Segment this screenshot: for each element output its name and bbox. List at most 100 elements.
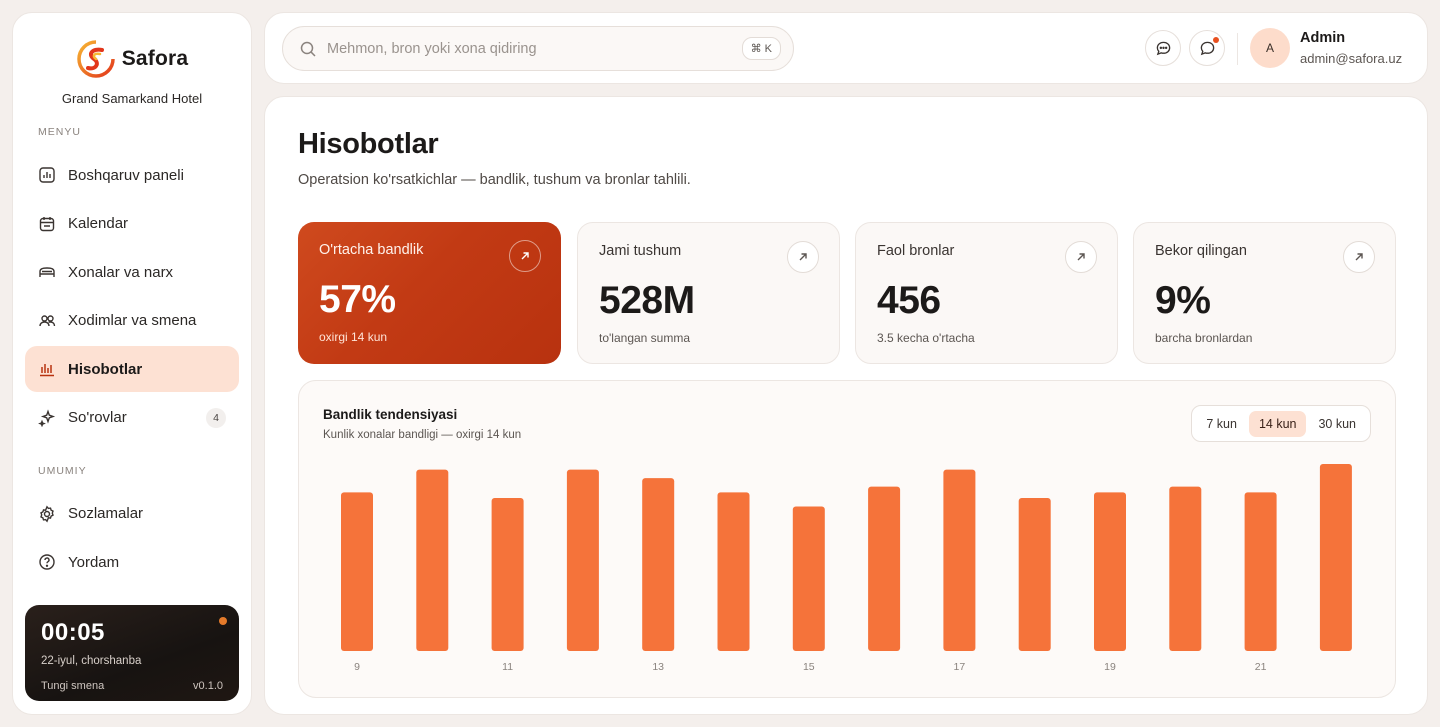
kpi-card-active-bookings[interactable]: Faol bronlar 456 3.5 kecha o'rtacha — [855, 222, 1118, 364]
kpi-note: oxirgi 14 kun — [319, 330, 388, 344]
page-subtitle: Operatsion ko'rsatkichlar — bandlik, tus… — [298, 172, 691, 188]
sidebar-item-label: Hisobotlar — [68, 360, 143, 378]
clock-card: 00:05 22-iyul, chorshanba Tungi smena v0… — [25, 605, 239, 701]
search-input[interactable] — [327, 40, 742, 57]
sidebar-item-calendar[interactable]: Kalendar — [25, 201, 239, 247]
chart-bar[interactable] — [341, 492, 373, 651]
chart-bar[interactable] — [1094, 492, 1126, 651]
sidebar-item-reports[interactable]: Hisobotlar — [25, 346, 239, 392]
chart-bar[interactable] — [566, 469, 599, 651]
x-tick-label: 17 — [954, 661, 966, 673]
kpi-note: 3.5 kecha o'rtacha — [877, 331, 975, 345]
kpi-card-occupancy[interactable]: O'rtacha bandlik 57% oxirgi 14 kun — [298, 222, 561, 364]
sparkle-icon — [38, 408, 56, 427]
range-selector: 7 kun 14 kun 30 kun — [1191, 405, 1371, 442]
kpi-card-revenue[interactable]: Jami tushum 528M to'langan summa — [577, 222, 840, 364]
arrow-up-right-icon[interactable] — [1343, 241, 1375, 273]
main-panel: Hisobotlar Operatsion ko'rsatkichlar — b… — [264, 96, 1428, 715]
kpi-card-cancelled[interactable]: Bekor qilingan 9% barcha bronlardan — [1133, 222, 1396, 364]
chart-bar[interactable] — [868, 486, 901, 651]
dashboard-icon — [38, 166, 56, 184]
x-tick-label: 21 — [1255, 661, 1267, 673]
range-30-days[interactable]: 30 kun — [1318, 416, 1356, 431]
users-icon — [38, 312, 56, 330]
gear-icon — [38, 504, 56, 523]
x-tick-label: 13 — [652, 661, 664, 673]
sidebar-item-label: So'rovlar — [68, 409, 127, 426]
bed-icon — [38, 263, 56, 281]
version-label: v0.1.0 — [193, 680, 223, 692]
x-tick-label: 9 — [354, 661, 360, 673]
general-nav: Sozlamalar Yordam — [13, 491, 251, 586]
bar-chart-icon — [38, 360, 56, 378]
menu-section-label: MENYU — [38, 126, 81, 138]
arrow-up-right-icon[interactable] — [787, 241, 819, 273]
sidebar-item-requests[interactable]: So'rovlar 4 — [25, 395, 239, 441]
calendar-icon — [38, 215, 56, 233]
sidebar-item-rooms[interactable]: Xonalar va narx — [25, 249, 239, 295]
sidebar-item-dashboard[interactable]: Boshqaruv paneli — [25, 152, 239, 198]
sidebar-item-label: Kalendar — [68, 215, 129, 232]
avatar[interactable]: A — [1250, 28, 1290, 68]
sidebar-item-label: Boshqaruv paneli — [68, 166, 184, 184]
shortcut-hint: ⌘ K — [741, 37, 781, 60]
arrow-up-right-icon[interactable] — [1065, 241, 1097, 273]
kpi-value: 57% — [319, 278, 396, 321]
safora-logo-icon — [76, 40, 115, 78]
brand-name: Safora — [121, 47, 189, 70]
kpi-value: 456 — [877, 279, 941, 322]
chart-bar[interactable] — [1319, 464, 1352, 651]
sidebar-item-settings[interactable]: Sozlamalar — [25, 491, 239, 537]
chart-bar[interactable] — [717, 492, 750, 651]
kpi-note: barcha bronlardan — [1155, 331, 1253, 345]
x-tick-label: 15 — [803, 661, 815, 673]
occupancy-bar-chart: 9 11 13 15 17 19 21 — [341, 464, 1352, 673]
arrow-up-right-icon[interactable] — [509, 240, 541, 272]
notifications-button[interactable] — [1189, 30, 1225, 66]
sidebar: Safora Grand Samarkand Hotel MENYU Boshq… — [12, 12, 252, 715]
topbar-divider — [1237, 33, 1238, 65]
hotel-name: Grand Samarkand Hotel — [61, 91, 203, 106]
x-tick-label: 19 — [1104, 661, 1116, 673]
topbar: ⌘ K A Admin admin@safora.uz — [264, 12, 1428, 84]
chart-bar[interactable] — [416, 469, 449, 651]
chart-bar[interactable] — [1169, 486, 1202, 651]
sidebar-item-label: Yordam — [68, 553, 120, 571]
brand[interactable]: Safora — [13, 39, 251, 79]
kpi-value: 528M — [599, 279, 695, 322]
chat-icon — [1156, 41, 1170, 55]
general-section-label: UMUMIY — [38, 464, 87, 477]
sidebar-item-label: Xodimlar va smena — [68, 312, 197, 329]
notification-dot — [1213, 37, 1219, 43]
chart-bar[interactable] — [491, 498, 524, 651]
status-dot — [219, 617, 227, 625]
user-name[interactable]: Admin — [1300, 30, 1346, 46]
user-email: admin@safora.uz — [1300, 51, 1403, 66]
sidebar-item-staff[interactable]: Xodimlar va smena — [25, 298, 239, 344]
x-tick-label: 11 — [502, 661, 513, 673]
kpi-label: Bekor qilingan — [1155, 243, 1247, 259]
kpi-note: to'langan summa — [599, 331, 691, 345]
clock-time: 00:05 — [41, 619, 105, 646]
range-14-days[interactable]: 14 kun — [1248, 410, 1307, 437]
requests-count-badge: 4 — [206, 407, 226, 428]
range-7-days[interactable]: 7 kun — [1206, 416, 1237, 431]
kpi-value: 9% — [1155, 279, 1211, 322]
kpi-label: Jami tushum — [599, 243, 682, 259]
kpi-label: O'rtacha bandlik — [319, 242, 424, 258]
shift-label: Tungi smena — [41, 680, 105, 692]
search-box[interactable]: ⌘ K — [282, 26, 794, 71]
clock-date: 22-iyul, chorshanba — [41, 655, 142, 667]
sidebar-item-label: Sozlamalar — [68, 505, 144, 522]
messages-button[interactable] — [1145, 30, 1181, 66]
chart-bar[interactable] — [1018, 498, 1051, 651]
notification-icon — [1200, 41, 1214, 55]
chart-bar[interactable] — [792, 506, 825, 652]
help-icon — [38, 553, 56, 571]
chart-bar[interactable] — [642, 478, 675, 651]
sidebar-item-help[interactable]: Yordam — [25, 539, 239, 585]
chart-subtitle: Kunlik xonalar bandligi — oxirgi 14 kun — [323, 429, 522, 441]
chart-bar[interactable] — [943, 469, 976, 651]
chart-bar[interactable] — [1244, 492, 1277, 651]
kpi-label: Faol bronlar — [877, 243, 955, 259]
